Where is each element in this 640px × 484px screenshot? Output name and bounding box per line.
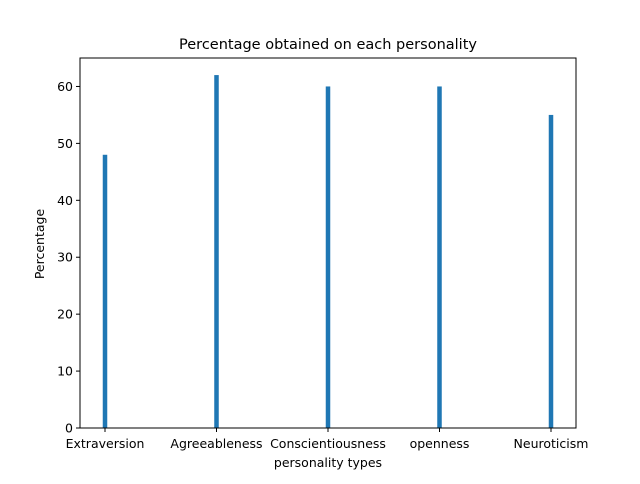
x-tick-label: Extraversion (66, 436, 145, 451)
x-tick-label: openness (410, 436, 470, 451)
bar-openness (437, 86, 442, 428)
bar-agreeableness (214, 75, 219, 429)
y-tick-label: 20 (57, 307, 73, 322)
y-tick-label: 40 (57, 193, 73, 208)
x-tick-label: Neuroticism (514, 436, 589, 451)
chart-title: Percentage obtained on each personality (179, 37, 477, 53)
y-axis-label: Percentage (32, 209, 47, 280)
bars (102, 75, 554, 429)
y-axis-ticks: 0 10 20 30 40 50 60 (57, 79, 80, 436)
y-tick-label: 10 (57, 364, 73, 379)
x-tick-label: Conscientiousness (270, 436, 386, 451)
y-tick-label: 30 (57, 250, 73, 265)
bar-neuroticism (548, 114, 554, 428)
y-tick-label: 60 (57, 79, 73, 94)
bar-conscientiousness (325, 86, 331, 428)
x-tick-label: Agreeableness (170, 436, 262, 451)
y-tick-label: 0 (65, 421, 73, 436)
x-axis-label: personality types (274, 455, 382, 470)
y-tick-label: 50 (57, 136, 73, 151)
bar-extraversion (102, 154, 108, 428)
x-axis-ticks: Extraversion Agreeableness Conscientiousne… (66, 428, 589, 451)
plot-frame (79, 57, 577, 429)
